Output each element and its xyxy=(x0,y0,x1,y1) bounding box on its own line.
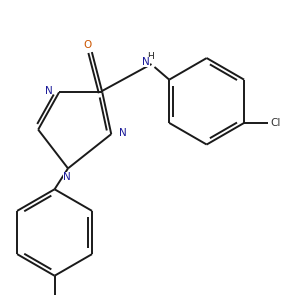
Text: N: N xyxy=(45,86,52,96)
Text: H: H xyxy=(147,52,153,61)
Text: Cl: Cl xyxy=(270,118,281,128)
Text: N: N xyxy=(119,128,126,138)
Text: N: N xyxy=(142,57,150,67)
Text: N: N xyxy=(63,172,70,182)
Text: O: O xyxy=(83,40,92,50)
